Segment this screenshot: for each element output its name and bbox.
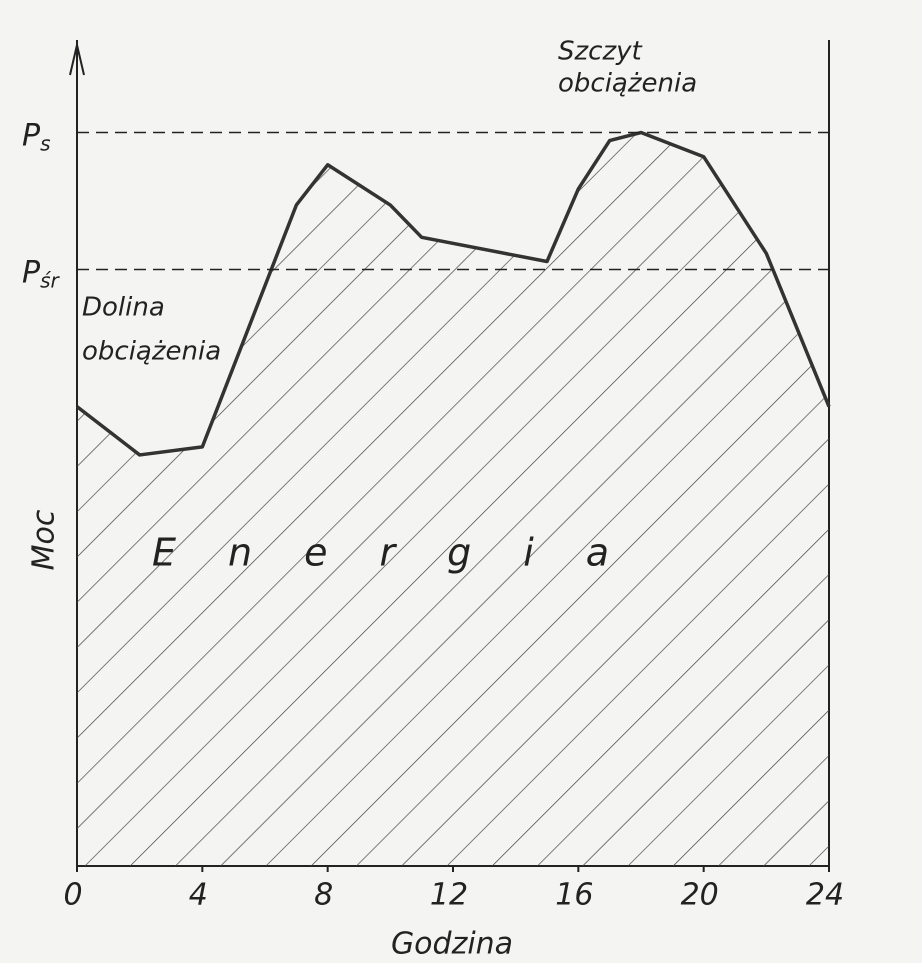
x-tick-label: 16 <box>555 878 593 913</box>
reference-symbol: P <box>22 118 41 153</box>
reference-label: Ps <box>22 118 51 155</box>
y-arrow <box>69 44 85 76</box>
annotation: Szczyt <box>558 37 642 67</box>
reference-label: Pśr <box>22 255 61 292</box>
annotation: Dolina <box>82 293 165 323</box>
x-tick-label: 8 <box>314 878 333 913</box>
x-tick-label: 20 <box>681 878 719 913</box>
line <box>75 130 831 457</box>
reference-subscript: śr <box>40 268 60 292</box>
reference-subscript: s <box>40 131 50 155</box>
annotation: obciążenia <box>558 69 697 99</box>
y-axis-label: Moc <box>27 509 62 570</box>
area <box>77 132 829 867</box>
x-tick-label: 4 <box>189 878 208 913</box>
x-axis-label: Godzina <box>391 927 513 962</box>
annotation: Energia <box>152 531 661 575</box>
x-tick-label: 0 <box>63 878 82 913</box>
x-tick-label: 12 <box>430 878 468 913</box>
annotation: obciążenia <box>82 337 221 367</box>
reference-symbol: P <box>22 255 41 290</box>
x-tick-label: 24 <box>806 878 844 913</box>
